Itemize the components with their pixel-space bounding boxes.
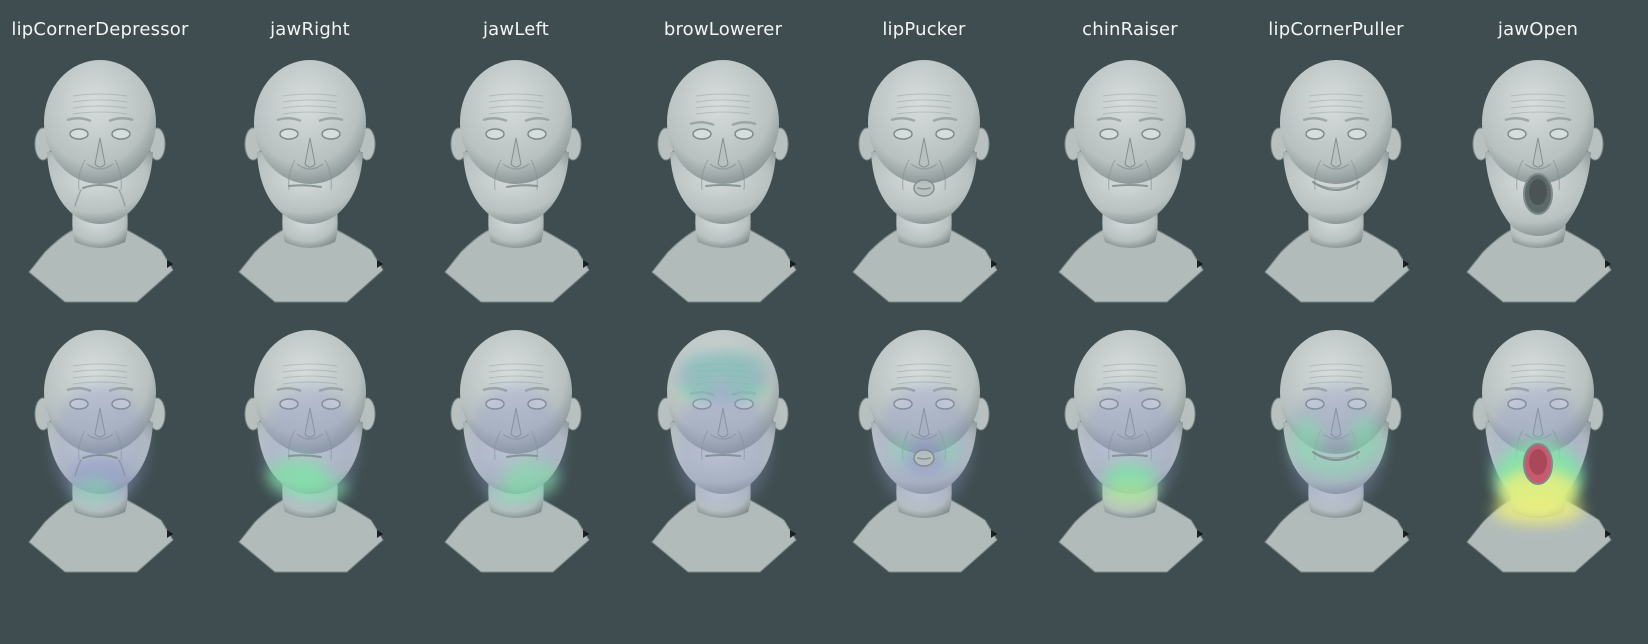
head-render — [651, 60, 797, 303]
head-render — [1264, 60, 1410, 303]
head-render — [444, 330, 590, 573]
head-lipPucker-shaded — [839, 56, 1009, 316]
head-jawOpen-shaded — [1453, 56, 1623, 316]
head-render — [1058, 60, 1204, 303]
activation-heat — [876, 384, 972, 508]
activation-heat — [262, 384, 358, 508]
head-lipPucker-heatmap — [839, 326, 1009, 586]
column-label-lipCornerDepressor: lipCornerDepressor — [11, 19, 189, 40]
head-render — [1058, 330, 1204, 573]
column-label-browLowerer: browLowerer — [663, 19, 783, 40]
column-label-lipPucker: lipPucker — [882, 19, 966, 40]
column-label-lipCornerPuller: lipCornerPuller — [1268, 19, 1404, 40]
head-lipCornerDepressor-heatmap — [15, 326, 185, 586]
head-jawOpen-heatmap — [1453, 326, 1623, 586]
head-render — [1466, 330, 1612, 573]
head-browLowerer-heatmap — [638, 326, 808, 586]
head-browLowerer-shaded — [638, 56, 808, 316]
column-label-jawRight: jawRight — [270, 19, 350, 40]
head-jawRight-shaded — [225, 56, 395, 316]
head-chinRaiser-shaded — [1045, 56, 1215, 316]
activation-heat — [1082, 384, 1178, 508]
head-lipCornerPuller-heatmap — [1251, 326, 1421, 586]
column-labels: lipCornerDepressor jawRight jawLeft browLow… — [0, 0, 1648, 60]
head-jawLeft-shaded — [431, 56, 601, 316]
head-render — [1264, 330, 1410, 573]
column-label-jawOpen: jawOpen — [1497, 19, 1579, 40]
head-chinRaiser-heatmap — [1045, 326, 1215, 586]
head-render — [28, 330, 174, 573]
column-label-jawLeft: jawLeft — [482, 19, 550, 40]
activation-heat — [675, 350, 771, 508]
head-render — [238, 60, 384, 303]
activation-heat — [1288, 384, 1384, 508]
head-render — [28, 60, 174, 303]
head-render — [852, 330, 998, 573]
head-jawLeft-heatmap — [431, 326, 601, 586]
head-jawRight-heatmap — [225, 326, 395, 586]
head-lipCornerPuller-shaded — [1251, 56, 1421, 316]
head-render — [852, 60, 998, 303]
head-render — [651, 330, 797, 573]
head-render — [238, 330, 384, 573]
head-render — [444, 60, 590, 303]
activation-heat — [468, 384, 564, 508]
activation-heat — [52, 384, 148, 508]
head-lipCornerDepressor-shaded — [15, 56, 185, 316]
head-render — [1466, 60, 1612, 303]
column-label-chinRaiser: chinRaiser — [1082, 19, 1178, 40]
